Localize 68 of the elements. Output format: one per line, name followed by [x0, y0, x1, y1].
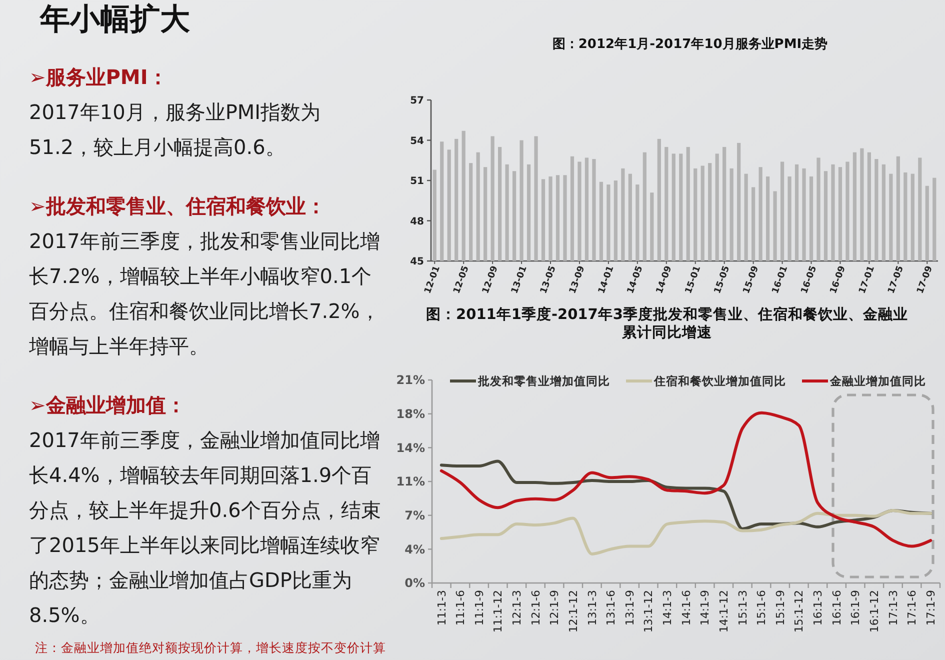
x-tick-label: 17:1-9	[924, 590, 938, 626]
x-tick-label: 17-09	[916, 264, 935, 296]
x-tick-label: 15-01	[684, 264, 704, 296]
x-tick-label: 14:1-3	[661, 590, 674, 626]
x-tick-label: 16-09	[828, 264, 848, 296]
x-tick-label: 14:1-12	[717, 590, 730, 633]
x-tick-label: 14-01	[596, 264, 616, 296]
x-tick-label: 16-05	[800, 264, 820, 296]
legend-label: 批发和零售业增加值同比	[477, 374, 610, 388]
x-tick-label: 17-05	[886, 264, 906, 296]
x-tick-label: 17:1-6	[906, 590, 919, 626]
x-tick-label: 12-05	[452, 264, 472, 296]
text: 注：金融业增加值绝对额按现价计算，增长速度按不变价计算	[35, 640, 386, 655]
x-tick-label: 16:1-3	[812, 590, 825, 626]
y-tick-label: 11%	[396, 474, 425, 489]
x-tick-label: 11:1-9	[472, 590, 486, 626]
text: 2017年10月，服务业PMI指数为51.2，较上月小幅提高0.6。	[29, 100, 321, 159]
y-tick-label: 54	[410, 136, 424, 147]
x-tick-label: 12:1-6	[529, 590, 542, 626]
y-tick-label: 14%	[396, 440, 425, 455]
y-tick-label: 7%	[404, 508, 425, 523]
x-tick-label: 14-05	[626, 264, 646, 296]
x-tick-label: 15:1-9	[774, 590, 787, 626]
text: ➢金融业增加值：	[29, 393, 186, 417]
chart-title: 图：2012年1月-2017年10月服务业PMI走势	[552, 36, 828, 52]
x-tick-label: 13:1-3	[586, 590, 599, 626]
y-tick-label: 4%	[404, 542, 425, 556]
y-tick-label: 21%	[396, 373, 425, 388]
text: 2017年前三季度，金融业增加值同比增长4.4%，增幅较去年同期回落1.9个百分点，较上半年提升0.6个百分点，结束了2015年上半年以来同比增幅连续收窄的态势；金融业增加值占GDP比重为8.5%。	[29, 428, 381, 627]
y-tick-label: 57	[410, 96, 424, 106]
x-tick-label: 13:1-9	[623, 590, 636, 626]
x-tick-label: 15-05	[712, 264, 732, 296]
text: 年小幅扩大	[39, 2, 191, 37]
legend-label: 金融业增加值同比	[829, 374, 926, 388]
x-tick-label: 16:1-12	[868, 590, 881, 633]
x-tick-label: 11:1-3	[435, 590, 448, 626]
x-tick-label: 16:1-6	[830, 590, 844, 626]
x-tick-label: 12:1-3	[510, 590, 524, 626]
chart-title: 图：2011年1季度-2017年3季度批发和零售业、住宿和餐饮业、金融业累计同比增速	[426, 305, 908, 341]
x-tick-label: 15-09	[742, 264, 762, 296]
line-series	[440, 411, 932, 548]
y-tick-label: 48	[410, 216, 424, 228]
x-tick-label: 14:1-9	[698, 590, 712, 626]
y-tick-label: 45	[410, 256, 424, 268]
x-tick-label: 11:1-12	[492, 590, 505, 633]
x-tick-label: 14:1-6	[680, 590, 693, 626]
x-tick-label: 16:1-9	[849, 590, 862, 626]
x-tick-label: 12-09	[481, 264, 500, 296]
x-tick-label: 13-09	[568, 264, 588, 296]
x-tick-label: 14-09	[654, 264, 674, 296]
x-tick-label: 12:1-9	[548, 590, 562, 626]
legend-label: 住宿和餐饮业增加值同比	[653, 374, 786, 388]
y-tick-label: 0%	[404, 576, 425, 590]
y-tick-label: 51	[410, 176, 424, 187]
y-tick-label: 18%	[396, 407, 425, 422]
x-tick-label: 15:1-12	[792, 590, 806, 633]
x-tick-label: 13:1-6	[604, 590, 618, 626]
x-tick-label: 15:1-3	[736, 590, 750, 626]
x-tick-label: 13-05	[539, 264, 558, 296]
x-tick-label: 12:1-12	[566, 590, 580, 633]
text: 2017年前三季度，批发和零售业同比增长7.2%，增幅较上半年小幅收窄0.1个百分点。住宿和餐饮业同比增长7.2%，增幅与上半年持平。	[28, 229, 380, 358]
text: ➢批发和零售业、住宿和餐饮业：	[29, 194, 326, 218]
x-tick-label: 17:1-3	[886, 590, 900, 626]
x-tick-label: 13:1-12	[642, 590, 656, 633]
x-tick-label: 15:1-6	[755, 590, 768, 626]
line-series	[440, 509, 932, 556]
text: ➢服务业PMI：	[29, 65, 168, 89]
x-tick-label: 11:1-6	[454, 590, 468, 626]
